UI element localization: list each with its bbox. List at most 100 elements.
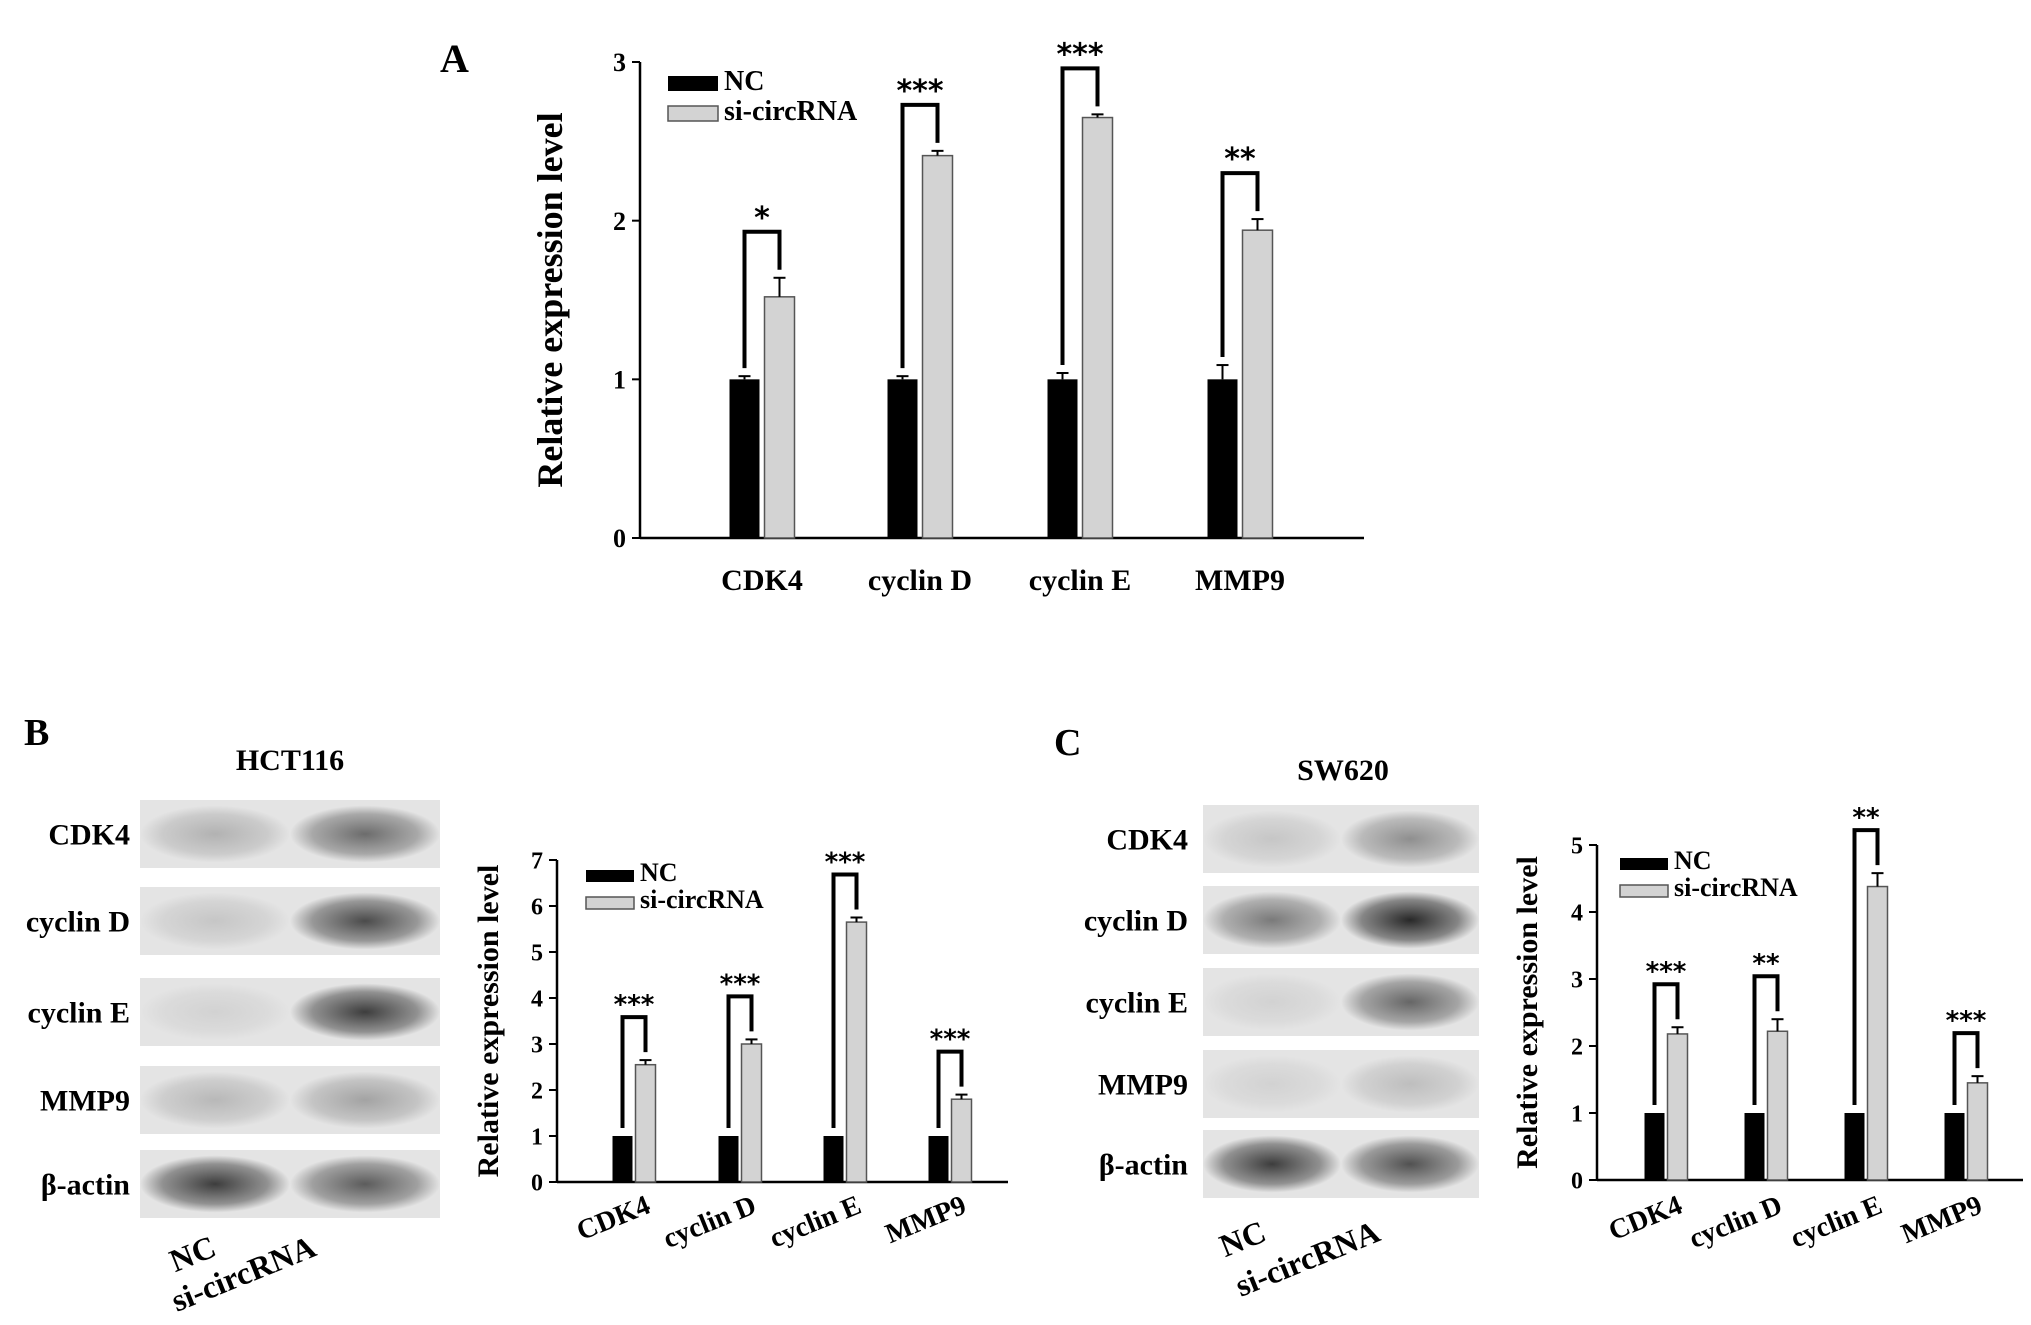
blot-band	[1341, 1135, 1479, 1193]
legend-label: NC	[640, 858, 678, 887]
significance-bracket	[1060, 66, 1100, 365]
bar-nc	[612, 1136, 633, 1182]
bar-nc	[1207, 379, 1238, 538]
significance-label: **	[1852, 803, 1880, 833]
y-tick-label: 3	[1571, 967, 1583, 993]
blot-band	[1341, 1055, 1479, 1113]
y-tick-label: 2	[1571, 1034, 1583, 1060]
blot-band	[140, 805, 290, 863]
bar-nc	[1744, 1113, 1765, 1180]
bar-si-circrna	[1866, 885, 1889, 1181]
chart-c: 0 1 2 3 4 5 Relative expression level *** CDK4 **…	[1511, 803, 2023, 1255]
bar-nc	[928, 1136, 949, 1182]
blot-band	[1203, 1055, 1341, 1113]
y-tick-label: 5	[1571, 833, 1583, 859]
significance-label: **	[1752, 949, 1780, 979]
blot-band	[1203, 891, 1341, 949]
y-tick-label: 4	[1571, 900, 1583, 926]
blot-band	[1341, 891, 1479, 949]
bar-nc	[823, 1136, 844, 1182]
blot-band	[1203, 1135, 1341, 1193]
band-label: cyclin E	[1086, 987, 1189, 1020]
bar-nc	[1047, 379, 1078, 538]
significance-bracket	[1852, 828, 1880, 1105]
panel-letter-a: A	[440, 36, 469, 81]
legend-swatch	[586, 870, 634, 882]
band-label: cyclin D	[26, 906, 130, 939]
panel-letter-b: B	[24, 712, 49, 754]
bar-nc	[729, 379, 760, 538]
band-label: MMP9	[40, 1085, 130, 1118]
blot-band	[290, 892, 440, 950]
legend-swatch	[1620, 858, 1668, 870]
bar-si-circrna	[1666, 1033, 1689, 1181]
y-tick-label: 3	[613, 48, 626, 77]
blot-band	[1341, 973, 1479, 1031]
x-category-label: MMP9	[881, 1190, 970, 1250]
bar-nc	[718, 1136, 739, 1182]
x-category-label: cyclin E	[765, 1190, 865, 1255]
blot-band	[1203, 973, 1341, 1031]
blot-band	[290, 1071, 440, 1129]
bar-nc	[887, 379, 918, 538]
y-axis-title: Relative expression level	[472, 865, 505, 1178]
blot-band	[1341, 810, 1479, 868]
significance-label: *	[754, 201, 770, 236]
significance-label: ***	[1056, 37, 1103, 72]
band-label: cyclin E	[28, 997, 131, 1030]
bar-nc	[1844, 1113, 1865, 1180]
significance-bracket	[1652, 982, 1680, 1105]
y-tick-label: 6	[531, 894, 543, 920]
y-tick-label: 7	[531, 848, 543, 874]
significance-bracket	[1752, 974, 1780, 1105]
legend-label: NC	[724, 66, 764, 97]
x-category-label: cyclin D	[659, 1190, 761, 1255]
bar-si-circrna	[763, 296, 796, 539]
significance-bracket	[1220, 171, 1260, 358]
y-tick-label: 0	[531, 1170, 543, 1196]
bar-si-circrna	[845, 921, 868, 1183]
y-tick-label: 2	[613, 207, 626, 236]
legend-swatch	[1619, 884, 1669, 898]
y-axis-title: Relative expression level	[1511, 856, 1544, 1169]
significance-bracket	[936, 1049, 964, 1128]
significance-label: ***	[720, 969, 761, 999]
chart-b: 0 1 2 3 4 5 6 7 Relative expression level *** CDK4…	[472, 848, 1008, 1255]
bar-si-circrna	[634, 1063, 657, 1183]
band-label: CDK4	[1106, 824, 1188, 857]
band-label: CDK4	[48, 819, 130, 852]
x-category-label: CDK4	[572, 1190, 654, 1247]
blot-band	[140, 892, 290, 950]
significance-label: ***	[896, 74, 943, 109]
blot-band	[140, 983, 290, 1041]
bar-nc	[1644, 1113, 1665, 1180]
bar-si-circrna	[921, 154, 954, 539]
y-tick-label: 5	[531, 940, 543, 966]
band-label: β-actin	[1099, 1149, 1188, 1182]
bar-si-circrna	[1241, 229, 1274, 539]
y-tick-label: 1	[1571, 1101, 1583, 1127]
bar-si-circrna	[950, 1098, 973, 1183]
cell-line-title: HCT116	[236, 744, 344, 777]
band-label: MMP9	[1098, 1069, 1188, 1102]
y-tick-label: 3	[531, 1032, 543, 1058]
panel-letter-c: C	[1054, 722, 1081, 764]
blot-band	[290, 1155, 440, 1213]
band-label: cyclin D	[1084, 905, 1188, 938]
y-tick-label: 4	[531, 986, 543, 1012]
blot-band	[1203, 810, 1341, 868]
x-category-label: CDK4	[1604, 1190, 1686, 1247]
significance-bracket	[742, 229, 782, 369]
y-tick-label: 0	[1571, 1168, 1583, 1194]
significance-label: ***	[930, 1025, 971, 1055]
x-category-label: cyclin D	[1685, 1190, 1787, 1255]
legend-swatch	[667, 105, 719, 122]
significance-label: ***	[614, 990, 655, 1020]
significance-bracket	[1952, 1031, 1980, 1105]
legend-label: NC	[1674, 846, 1712, 875]
x-category-label: cyclin D	[868, 564, 972, 597]
bar-si-circrna	[740, 1043, 763, 1183]
